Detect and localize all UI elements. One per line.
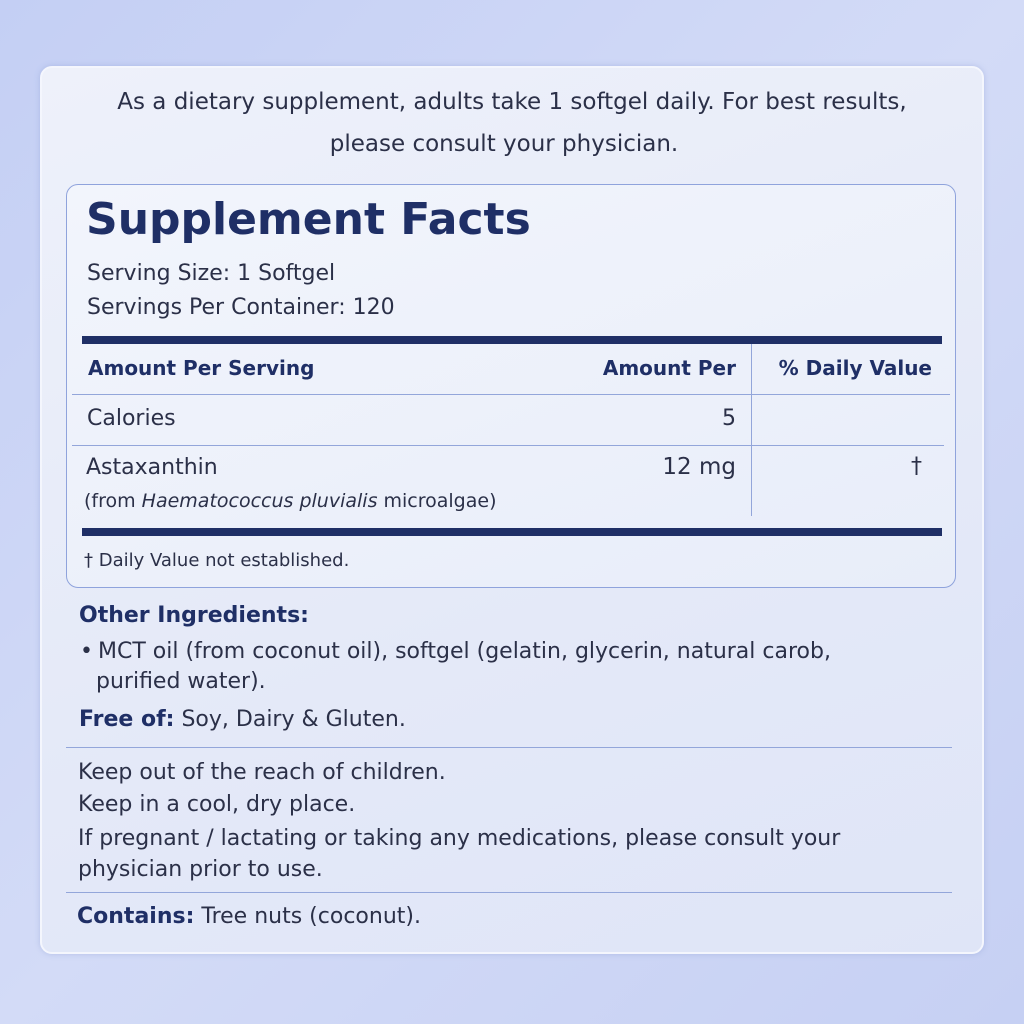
warning-1: Keep out of the reach of children.: [78, 760, 446, 785]
row-astaxanthin-amount: 12 mg: [662, 454, 736, 480]
serving-size: Serving Size: 1 Softgel: [87, 261, 336, 286]
row-divider: [72, 394, 950, 395]
contains: Contains: Tree nuts (coconut).: [77, 904, 421, 929]
warning-4: physician prior to use.: [78, 857, 323, 882]
thick-rule-top: [82, 336, 942, 344]
ingredients-bullet: •: [80, 639, 93, 664]
row-calories-name: Calories: [87, 406, 176, 431]
free-of-value: Soy, Dairy & Gluten.: [174, 707, 406, 732]
thick-rule-bottom: [82, 528, 942, 536]
row-divider: [72, 445, 944, 446]
contains-value: Tree nuts (coconut).: [194, 904, 421, 929]
free-of-label: Free of:: [79, 707, 175, 732]
ingredients-line-1: MCT oil (from coconut oil), softgel (gel…: [98, 639, 831, 664]
supplement-facts-panel: [66, 184, 956, 588]
row-calories-amount: 5: [722, 406, 736, 431]
section-divider: [66, 747, 952, 748]
col-header-amount-per-serving: Amount Per Serving: [88, 356, 315, 380]
source-prefix: (from: [84, 490, 142, 512]
row-astaxanthin-name: Astaxanthin: [86, 455, 218, 480]
column-divider: [751, 344, 752, 516]
col-header-amount-per: Amount Per: [602, 356, 736, 380]
warning-3: If pregnant / lactating or taking any me…: [78, 826, 841, 851]
source-species: Haematococcus pluvialis: [141, 490, 378, 512]
ingredients-line-2: purified water).: [96, 669, 266, 694]
servings-per-container: Servings Per Container: 120: [87, 295, 395, 320]
facts-title: Supplement Facts: [86, 194, 531, 245]
section-divider: [66, 892, 952, 893]
intro-line-2: please consult your physician.: [329, 131, 679, 157]
warning-2: Keep in a cool, dry place.: [78, 792, 356, 817]
row-astaxanthin-dv: †: [911, 454, 922, 479]
row-astaxanthin-source: (from Haematococcus pluvialis microalgae…: [84, 490, 497, 512]
source-suffix: microalgae): [377, 490, 497, 512]
other-ingredients-heading: Other Ingredients:: [79, 603, 309, 628]
intro-line-1: As a dietary supplement, adults take 1 s…: [117, 89, 907, 115]
facts-footnote: † Daily Value not established.: [84, 550, 350, 571]
contains-label: Contains:: [77, 904, 195, 929]
free-of: Free of: Soy, Dairy & Gluten.: [79, 707, 406, 732]
col-header-daily-value: % Daily Value: [778, 356, 932, 380]
